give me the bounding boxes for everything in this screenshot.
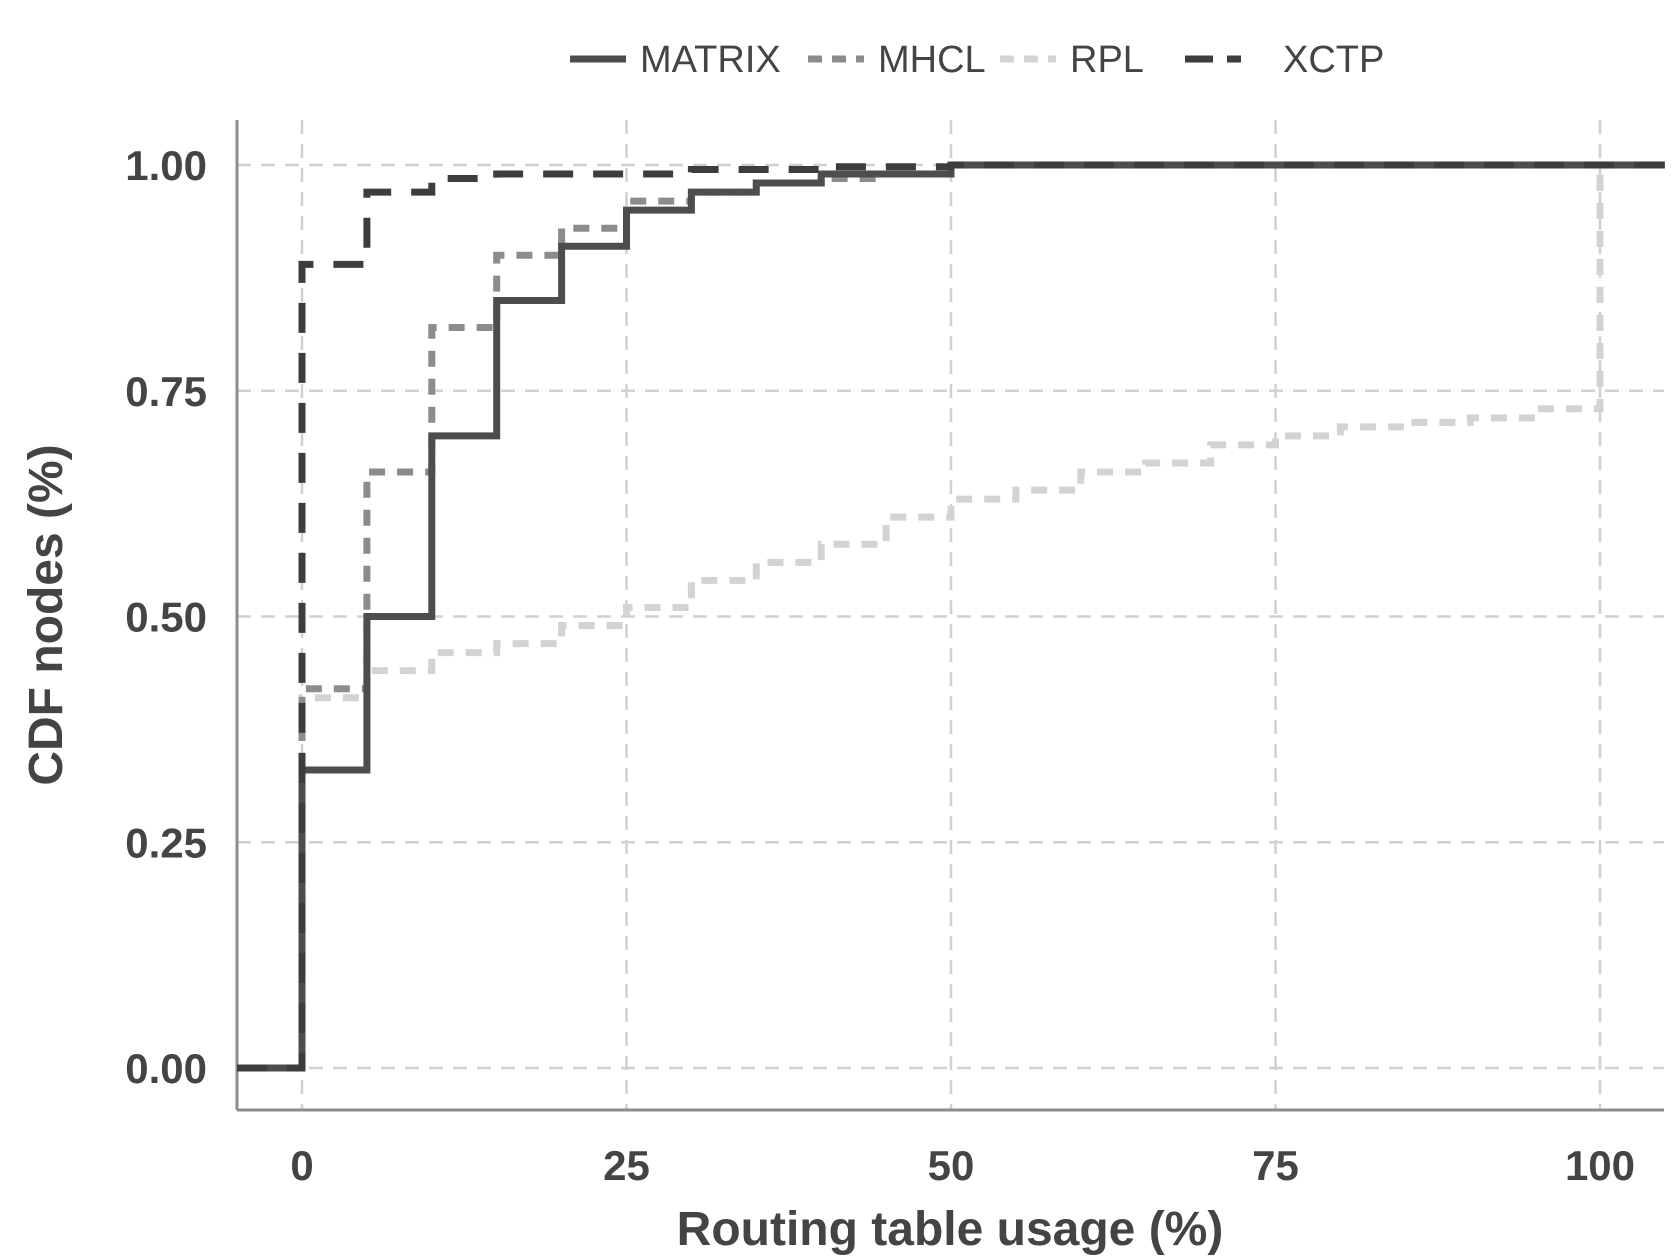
- legend-item: RPL: [1000, 39, 1144, 81]
- legend-item: MATRIX: [570, 39, 781, 81]
- legend-label: RPL: [1070, 39, 1144, 81]
- y-tick-label: 0.00: [125, 1045, 207, 1092]
- tick-labels: 0 25 50 75 100 0.00 0.25 0.50 0.75 1.00: [125, 142, 1635, 1189]
- legend-label: XCTP: [1283, 39, 1384, 81]
- series-line-matrix: [237, 161, 1665, 1072]
- series-lines: [237, 161, 1665, 1072]
- legend-item: MHCL: [808, 39, 986, 81]
- x-tick-label: 100: [1565, 1142, 1635, 1189]
- y-axis-title: CDF nodes (%): [20, 444, 73, 785]
- x-tick-label: 0: [290, 1142, 313, 1189]
- y-tick-label: 1.00: [125, 142, 207, 189]
- grid-lines: [237, 120, 1664, 1110]
- y-tick-label: 0.75: [125, 368, 207, 415]
- y-tick-label: 0.25: [125, 819, 207, 866]
- legend-label: MATRIX: [640, 39, 781, 81]
- series-line-rpl: [237, 161, 1665, 1072]
- y-tick-label: 0.50: [125, 594, 207, 641]
- x-tick-label: 25: [603, 1142, 650, 1189]
- x-axis-title: Routing table usage (%): [677, 1203, 1224, 1256]
- legend: MATRIX MHCL RPL XCTP: [570, 39, 1384, 81]
- axes: [235, 120, 1664, 1112]
- legend-label: MHCL: [878, 39, 986, 81]
- legend-item: XCTP: [1185, 39, 1384, 81]
- series-line-xctp: [237, 161, 1665, 1072]
- x-tick-label: 50: [928, 1142, 975, 1189]
- x-tick-label: 75: [1252, 1142, 1299, 1189]
